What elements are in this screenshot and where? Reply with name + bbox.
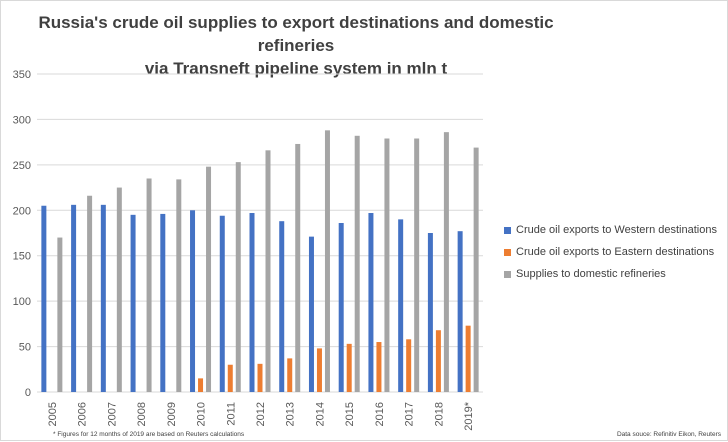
bar-eastern-2014 xyxy=(316,348,322,392)
bar-domestic-2013 xyxy=(295,143,301,392)
x-tick-label-2016: 2016 xyxy=(374,402,386,426)
y-tick-label-150: 150 xyxy=(13,251,31,263)
bar-domestic-2017 xyxy=(414,138,420,392)
bar-domestic-2006 xyxy=(87,195,93,392)
bar-western-2012 xyxy=(249,213,255,392)
bar-western-2005 xyxy=(41,205,47,392)
legend-swatch-western xyxy=(504,226,511,234)
bar-eastern-2013 xyxy=(287,358,293,392)
y-tick-label-350: 350 xyxy=(13,69,31,81)
bar-eastern-2011 xyxy=(227,364,233,392)
y-tick-label-300: 300 xyxy=(13,114,31,126)
y-tick-label-200: 200 xyxy=(13,205,31,217)
x-tick-label-2018: 2018 xyxy=(433,402,445,426)
bar-domestic-2012 xyxy=(265,150,271,392)
bar-eastern-2019 xyxy=(465,325,471,392)
bar-eastern-2010 xyxy=(198,378,204,392)
legend-label-western: Crude oil exports to Western destination… xyxy=(516,224,717,236)
bar-eastern-2016 xyxy=(376,342,382,392)
legend-item-domestic: Supplies to domestic refineries xyxy=(504,263,717,285)
bar-domestic-2018 xyxy=(443,132,449,393)
bar-western-2013 xyxy=(279,221,285,392)
y-tick-label-0: 0 xyxy=(25,387,31,399)
chart-title: Russia's crude oil supplies to export de… xyxy=(1,11,591,80)
bar-western-2018 xyxy=(427,233,433,392)
legend-label-eastern: Crude oil exports to Eastern destination… xyxy=(516,246,715,258)
x-tick-label-2007: 2007 xyxy=(106,402,118,426)
x-tick-label-2011: 2011 xyxy=(225,402,237,426)
footnote: * Figures for 12 months of 2019 are base… xyxy=(53,431,245,438)
x-tick-label-2014: 2014 xyxy=(314,402,326,426)
bar-domestic-2008 xyxy=(146,178,152,392)
chart-title-line-1: Russia's crude oil supplies to export de… xyxy=(38,13,554,55)
bar-domestic-2019 xyxy=(473,147,479,392)
bar-western-2011 xyxy=(219,215,225,392)
bar-western-2006 xyxy=(71,204,77,392)
bar-western-2014 xyxy=(308,236,314,392)
x-tick-label-2008: 2008 xyxy=(136,402,148,426)
y-tick-label-100: 100 xyxy=(13,296,31,308)
bar-domestic-2014 xyxy=(324,130,330,392)
source-note: Data souce: Refinitiv Eikon, Reuters xyxy=(616,431,721,438)
bar-western-2008 xyxy=(130,214,136,392)
bar-domestic-2011 xyxy=(235,162,241,392)
bar-western-2017 xyxy=(398,219,404,392)
bar-domestic-2016 xyxy=(384,138,390,392)
legend: Crude oil exports to Western destination… xyxy=(504,219,717,285)
legend-swatch-eastern xyxy=(504,248,511,256)
bar-western-2007 xyxy=(100,204,106,392)
x-tick-label-2019: 2019* xyxy=(463,401,475,430)
x-tick-label-2015: 2015 xyxy=(344,402,356,426)
legend-label-domestic: Supplies to domestic refineries xyxy=(516,268,666,280)
legend-item-eastern: Crude oil exports to Eastern destination… xyxy=(504,241,717,263)
bar-western-2019 xyxy=(457,231,463,392)
x-tick-label-2009: 2009 xyxy=(166,402,178,426)
bar-domestic-2005 xyxy=(57,237,63,392)
bar-domestic-2010 xyxy=(206,166,212,392)
bar-eastern-2017 xyxy=(406,339,412,392)
x-tick-label-2012: 2012 xyxy=(255,402,267,426)
x-tick-label-2017: 2017 xyxy=(404,402,416,426)
y-tick-label-50: 50 xyxy=(19,342,31,354)
legend-item-western: Crude oil exports to Western destination… xyxy=(504,219,717,241)
x-tick-label-2005: 2005 xyxy=(47,402,59,426)
bar-eastern-2018 xyxy=(435,330,441,392)
bar-domestic-2009 xyxy=(176,179,182,392)
bar-domestic-2007 xyxy=(116,187,122,392)
bar-western-2009 xyxy=(160,213,166,392)
bar-domestic-2015 xyxy=(354,135,360,393)
chart-title-line-2: via Transneft pipeline system in mln t xyxy=(144,59,448,78)
x-tick-label-2006: 2006 xyxy=(77,402,89,426)
y-tick-label-250: 250 xyxy=(13,160,31,172)
x-tick-label-2013: 2013 xyxy=(285,402,297,426)
bar-eastern-2012 xyxy=(257,363,263,392)
bar-western-2016 xyxy=(368,213,374,392)
legend-swatch-domestic xyxy=(504,270,511,278)
x-tick-label-2010: 2010 xyxy=(196,402,208,426)
bar-western-2010 xyxy=(190,210,196,392)
bar-western-2015 xyxy=(338,223,344,392)
bar-eastern-2015 xyxy=(346,343,352,392)
